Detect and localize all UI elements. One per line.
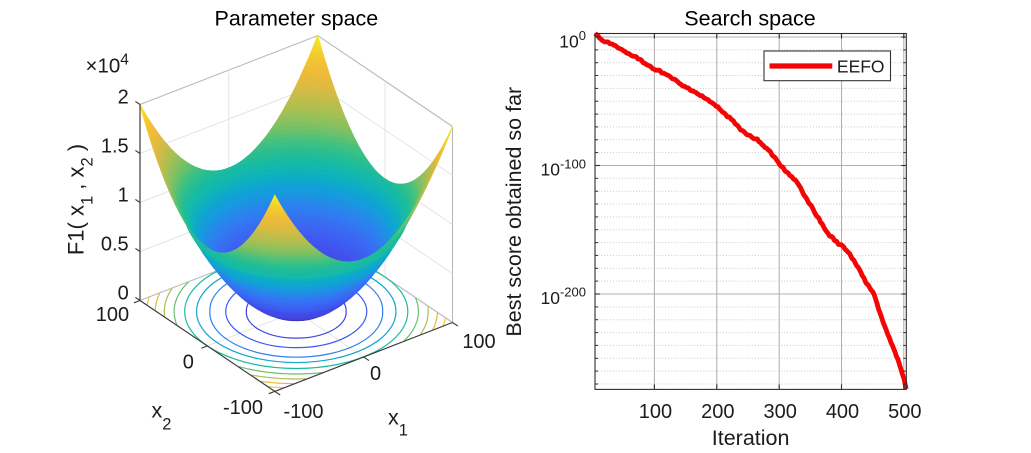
svg-text:100: 100 bbox=[462, 331, 495, 353]
svg-text:400: 400 bbox=[826, 401, 859, 423]
svg-text:2: 2 bbox=[118, 87, 129, 109]
svg-text:1: 1 bbox=[118, 185, 129, 207]
svg-text:0: 0 bbox=[118, 283, 129, 305]
svg-text:-100: -100 bbox=[283, 401, 323, 423]
svg-text:0: 0 bbox=[370, 363, 381, 385]
svg-text:100: 100 bbox=[96, 304, 129, 326]
svg-text:Best score obtained so far: Best score obtained so far bbox=[502, 87, 526, 337]
svg-text:500: 500 bbox=[888, 401, 921, 423]
svg-text:300: 300 bbox=[764, 401, 797, 423]
svg-text:0: 0 bbox=[183, 352, 194, 374]
svg-text:Parameter space: Parameter space bbox=[215, 7, 379, 31]
svg-text:Search space: Search space bbox=[684, 7, 815, 31]
svg-text:Iteration: Iteration bbox=[712, 426, 790, 450]
svg-text:200: 200 bbox=[701, 401, 734, 423]
svg-text:100: 100 bbox=[639, 401, 672, 423]
svg-text:1.5: 1.5 bbox=[101, 136, 129, 158]
svg-text:0.5: 0.5 bbox=[101, 234, 129, 256]
svg-text:-100: -100 bbox=[223, 397, 263, 419]
svg-text:EEFO: EEFO bbox=[837, 57, 885, 77]
